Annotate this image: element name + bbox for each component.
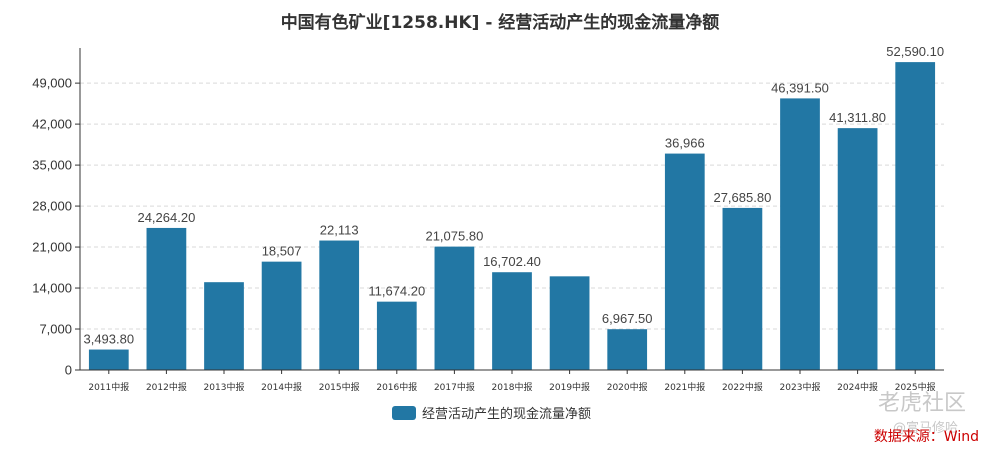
data-label: 46,391.50 <box>771 80 829 95</box>
data-label: 3,493.80 <box>83 332 134 347</box>
data-source: 数据来源：Wind <box>874 429 979 445</box>
y-tick-label: 7,000 <box>39 322 72 337</box>
y-tick-label: 21,000 <box>32 240 72 255</box>
bar[interactable] <box>492 272 532 370</box>
x-tick-label: 2015中报 <box>319 381 360 393</box>
data-label: 24,264.20 <box>137 210 195 225</box>
x-tick-label: 2016中报 <box>376 381 417 393</box>
bars <box>88 62 936 371</box>
y-tick-label: 0 <box>65 363 72 378</box>
x-tick-label: 2020中报 <box>607 381 648 393</box>
data-label: 16,702.40 <box>483 254 541 269</box>
x-tick-label: 2018中报 <box>492 381 533 393</box>
data-labels: 3,493.80 24,264.20 18,507 22,113 11,674.20 21… <box>83 44 944 346</box>
x-tick-label: 2024中报 <box>837 381 878 393</box>
x-tick-label: 2012中报 <box>146 381 187 393</box>
bar[interactable] <box>376 301 417 370</box>
watermark: 老虎社区 <box>878 391 966 416</box>
y-tick-label: 28,000 <box>32 199 72 214</box>
x-tick-label: 2017中报 <box>434 381 475 393</box>
x-tick-label: 2022中报 <box>722 381 763 393</box>
legend-swatch <box>392 406 416 420</box>
y-axis: 0 7,000 14,000 21,000 28,000 35,000 42,000 49,0… <box>32 48 81 378</box>
x-tick-label: 2014中报 <box>261 381 302 393</box>
x-tick-label: 2013中报 <box>204 381 245 393</box>
data-label: 41,311.80 <box>829 110 886 125</box>
bar[interactable] <box>664 153 705 370</box>
x-axis: 2011中报 2012中报 2013中报 2014中报 2015中报 2016中报 2017… <box>80 369 944 393</box>
y-tick-label: 42,000 <box>32 117 72 132</box>
legend-label: 经营活动产生的现金流量净额 <box>422 406 591 422</box>
legend[interactable]: 经营活动产生的现金流量净额 <box>392 406 591 422</box>
data-label: 52,590.10 <box>886 44 944 59</box>
x-tick-label: 2021中报 <box>664 381 705 393</box>
bar[interactable] <box>261 261 302 370</box>
bar[interactable] <box>434 246 475 370</box>
data-label: 6,967.50 <box>602 311 653 326</box>
data-label: 22,113 <box>320 223 359 238</box>
bar[interactable] <box>780 98 820 370</box>
bar[interactable] <box>88 349 129 370</box>
bar[interactable] <box>607 329 648 370</box>
x-tick-label: 2023中报 <box>780 381 821 393</box>
y-tick-label: 49,000 <box>32 76 72 91</box>
bar[interactable] <box>837 128 878 370</box>
bar[interactable] <box>319 240 360 370</box>
x-tick-label: 2025中报 <box>895 381 936 393</box>
x-tick-label: 2011中报 <box>88 381 129 393</box>
bar[interactable] <box>722 207 763 370</box>
data-label: 36,966 <box>665 136 705 151</box>
x-tick-label: 2019中报 <box>549 381 590 393</box>
y-tick-label: 14,000 <box>32 281 72 296</box>
bar[interactable] <box>549 276 590 370</box>
watermark-sub: @富马修哈 <box>893 420 958 436</box>
bar[interactable] <box>895 62 936 371</box>
y-tick-label: 35,000 <box>32 158 72 173</box>
bar[interactable] <box>146 227 187 370</box>
data-label: 21,075.80 <box>425 229 483 244</box>
data-label: 27,685.80 <box>713 190 771 205</box>
data-label: 11,674.20 <box>368 284 425 299</box>
chart-title: 中国有色矿业[1258.HK] - 经营活动产生的现金流量净额 <box>281 12 720 33</box>
bar[interactable] <box>204 282 244 370</box>
data-label: 18,507 <box>262 244 302 259</box>
